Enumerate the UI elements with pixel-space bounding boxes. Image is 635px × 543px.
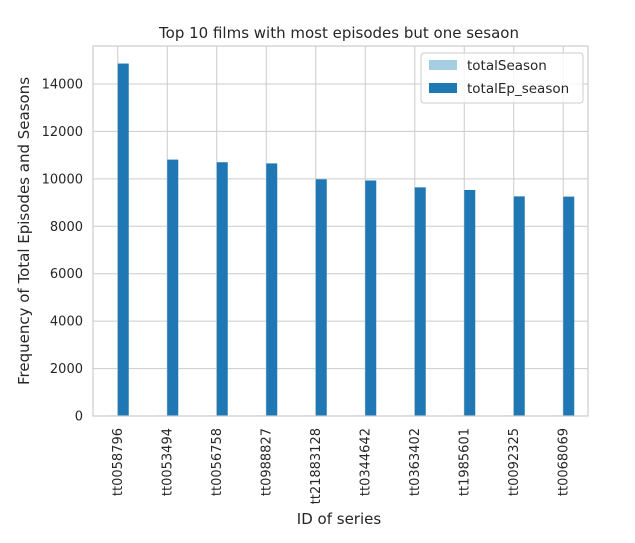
y-tick-label: 4000	[50, 315, 83, 330]
bar-totalep-season-tt0344642	[365, 180, 377, 416]
x-tick-label: tt0068069	[556, 428, 571, 496]
legend-box	[420, 52, 584, 104]
bar-totalep-season-tt0053494	[167, 159, 179, 416]
legend-swatch-totalep-season	[429, 83, 457, 93]
x-tick-label: tt0058796	[111, 428, 126, 496]
bar-totalep-season-tt0363402	[414, 187, 426, 416]
x-tick-labels: tt0058796 tt0053494 tt0056758 tt0988827 tt21…	[111, 428, 572, 504]
x-tick-label: tt0988827	[259, 428, 274, 496]
y-tick-label: 14000	[42, 77, 83, 92]
bar-totalep-season-tt0056758	[216, 162, 228, 416]
x-axis-label: ID of series	[297, 510, 382, 528]
bar-totalep-season-tt0988827	[266, 163, 278, 416]
legend-label-totalep-season: totalEp_season	[467, 81, 569, 97]
bar-totalep-season-tt21883128	[315, 179, 327, 416]
bar-totalep-season-tt0092325	[513, 196, 525, 416]
legend-swatch-totalseason	[429, 60, 457, 70]
bars	[106, 63, 575, 417]
y-tick-label: 6000	[50, 267, 83, 282]
x-tick-label: tt1985601	[457, 428, 472, 496]
chart-title: Top 10 films with most episodes but one …	[158, 24, 519, 42]
x-tick-label: tt0092325	[507, 428, 522, 496]
x-tick-label: tt0344642	[358, 428, 373, 496]
x-tick-label: tt0363402	[408, 428, 423, 496]
y-tick-labels: 0 2000 4000 6000 8000 10000 12000 14000	[42, 77, 83, 424]
y-tick-label: 10000	[42, 172, 83, 187]
bar-totalep-season-tt0058796	[117, 63, 129, 417]
y-tick-label: 8000	[50, 220, 83, 235]
bar-totalep-season-tt1985601	[464, 189, 476, 416]
y-tick-label: 2000	[50, 362, 83, 377]
legend-label-totalseason: totalSeason	[467, 58, 547, 74]
x-tick-label: tt21883128	[309, 428, 324, 504]
bar-totalep-season-tt0068069	[563, 196, 575, 416]
x-tick-label: tt0056758	[210, 428, 225, 496]
legend: totalSeason totalEp_season	[420, 52, 584, 104]
y-axis-label: Frequency of Total Episodes and Seasons	[15, 77, 33, 385]
y-tick-label: 0	[75, 410, 83, 425]
y-tick-label: 12000	[42, 125, 83, 140]
plot-frame	[92, 45, 589, 417]
x-tick-label: tt0053494	[160, 428, 175, 496]
